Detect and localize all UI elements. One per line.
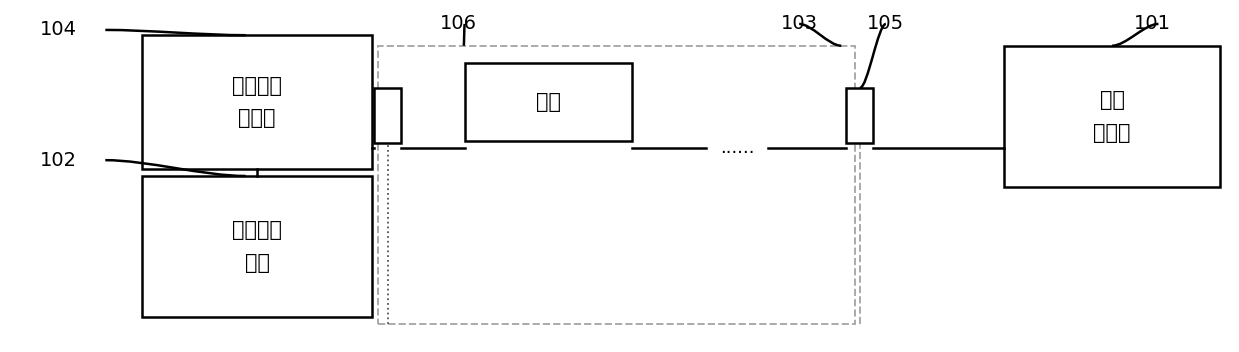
Text: 待测车载
充电机: 待测车载 充电机 [232,76,282,128]
Text: 105: 105 [867,14,904,33]
Text: 104: 104 [40,20,77,39]
Bar [142,176,372,317]
Text: 102: 102 [40,151,77,170]
Bar [846,88,873,143]
Bar [1004,46,1220,187]
Text: 101: 101 [1134,14,1171,33]
Bar [465,63,632,141]
Text: 信号发生
器组: 信号发生 器组 [232,220,282,273]
Bar [142,35,372,169]
Bar [378,46,855,324]
Text: ......: ...... [720,139,755,157]
Bar [374,88,401,143]
Text: 103: 103 [781,14,818,33]
Text: 106: 106 [440,14,477,33]
Text: 开关: 开关 [535,92,561,112]
Text: 低压
直流源: 低压 直流源 [1093,90,1131,143]
